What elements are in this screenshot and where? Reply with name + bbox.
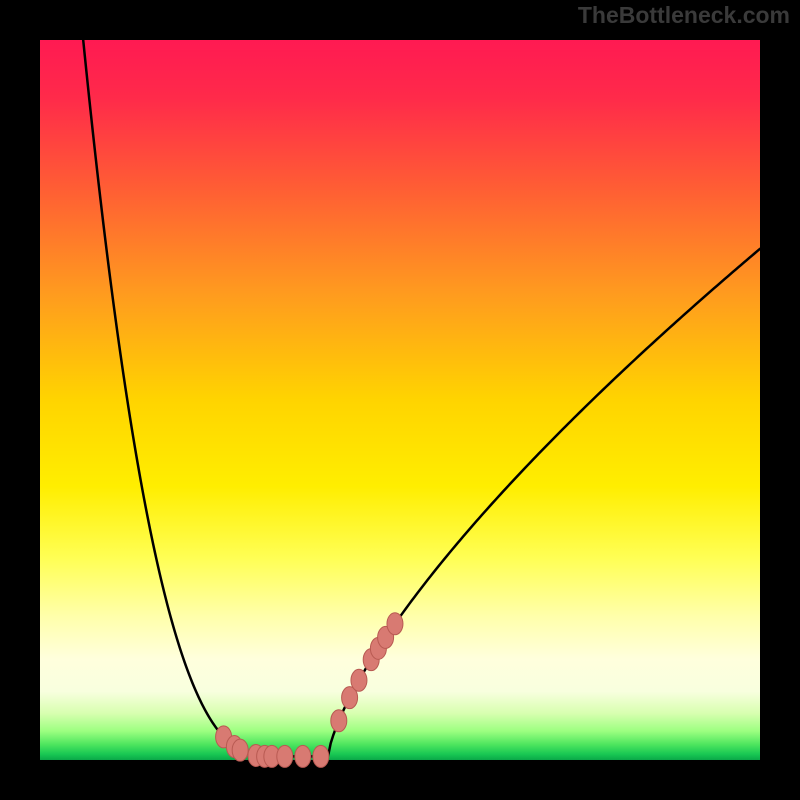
- plot-area: [40, 40, 760, 760]
- bottleneck-curve: [40, 40, 760, 760]
- watermark-text: TheBottleneck.com: [578, 2, 790, 29]
- data-marker: [232, 739, 248, 761]
- data-marker: [313, 745, 329, 767]
- data-marker: [351, 669, 367, 691]
- curve-path: [83, 40, 760, 756]
- chart-stage: TheBottleneck.com: [0, 0, 800, 800]
- data-marker: [277, 745, 293, 767]
- data-marker: [331, 710, 347, 732]
- data-marker: [387, 613, 403, 635]
- data-marker: [295, 745, 311, 767]
